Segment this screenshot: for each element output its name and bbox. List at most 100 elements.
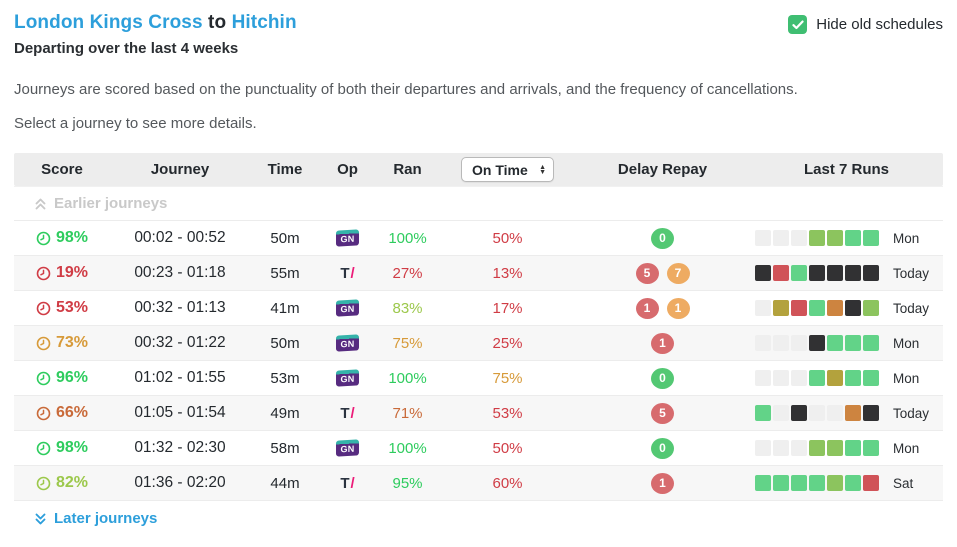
chevron-double-down-icon [34,512,47,526]
delay-repay-cell: 1 [575,472,750,494]
journey-row[interactable]: 82% 01:36 - 02:20 44m T/95% 60% 1 Sat [14,465,943,500]
run-square-empty [755,370,771,386]
score-cell: 53% [14,299,110,317]
delay-repay-cell: 0 [575,367,750,389]
run-square-green [845,370,861,386]
chevron-double-up-icon [34,197,47,211]
table-body: 98% 00:02 - 00:52 50m GN 100% 50% 0 Mon 19% 00:23… [14,220,943,500]
score-value: 73% [55,334,89,351]
thameslink-slash: / [350,264,355,282]
delay-repay-badge: 0 [651,227,674,249]
ran-percentage: 83% [392,299,423,317]
topbar: London Kings Cross to Hitchin Hide old s… [14,12,943,34]
score-cell: 66% [14,404,110,422]
earlier-journeys-toggle[interactable]: Earlier journeys [14,186,943,220]
ran-percentage: 75% [392,334,423,352]
run-history-squares [755,405,879,421]
journey-duration: 49m [270,404,300,422]
checkbox-checked-icon[interactable] [788,15,808,34]
column-header-ran: Ran [393,161,422,178]
last-7-runs-cell: Mon [750,370,943,386]
run-history-squares [755,440,879,456]
on-time-percentage: 50% [492,439,523,457]
score-cell: 98% [14,439,110,457]
day-label: Today [893,300,930,316]
page: London Kings Cross to Hitchin Hide old s… [14,12,943,536]
later-journeys-label: Later journeys [54,510,158,527]
journey-times: 01:05 - 01:54 [134,404,226,421]
journey-duration: 58m [270,439,300,457]
run-history-squares [755,370,879,386]
journey-row[interactable]: 19% 00:23 - 01:18 55m T/27% 13% 5 7 Today [14,255,943,290]
run-square-yellowgreen [827,230,843,246]
run-square-black [827,265,843,281]
journey-row[interactable]: 98% 00:02 - 00:52 50m GN 100% 50% 0 Mon [14,220,943,255]
last-7-runs-cell: Mon [750,230,943,246]
column-header-last-7-runs: Last 7 Runs [803,161,890,178]
run-square-green [863,370,879,386]
journey-row[interactable]: 73% 00:32 - 01:22 50m GN 75% 25% 1 Mon [14,325,943,360]
day-label: Today [893,265,930,281]
on-time-filter-value: On Time [472,161,528,178]
score-value: 98% [55,439,89,456]
last-7-runs-cell: Today [750,265,943,281]
run-square-empty [809,405,825,421]
column-header-op: Op [337,161,358,178]
column-header-delay-repay: Delay Repay [617,161,708,178]
run-history-squares [755,230,879,246]
run-square-orange [845,405,861,421]
great-northern-logo: GN [336,299,359,317]
day-label: Mon [893,335,920,351]
run-square-empty [755,300,771,316]
journey-row[interactable]: 96% 01:02 - 01:55 53m GN 100% 75% 0 Mon [14,360,943,395]
run-square-olive [773,300,789,316]
run-square-green [845,335,861,351]
hide-old-schedules-toggle[interactable]: Hide old schedules [788,15,943,34]
day-label: Sat [893,475,914,491]
run-square-empty [791,440,807,456]
run-square-green [845,230,861,246]
destination-station-link[interactable]: Hitchin [231,12,297,33]
clock-icon [36,266,51,280]
on-time-percentage: 13% [492,264,523,282]
run-square-empty [791,370,807,386]
run-square-green [773,475,789,491]
run-square-black [809,265,825,281]
clock-icon [36,441,51,455]
journey-row[interactable]: 53% 00:32 - 01:13 41m GN 83% 17% 1 1 Today [14,290,943,325]
thameslink-logo: T/ [340,404,355,422]
delay-repay-badge: 0 [651,367,674,389]
journey-duration: 53m [270,369,300,387]
score-value: 66% [55,404,89,421]
score-cell: 82% [14,474,110,492]
on-time-percentage: 50% [492,229,523,247]
run-square-yellowgreen [809,230,825,246]
journey-row[interactable]: 66% 01:05 - 01:54 49m T/71% 53% 5 Today [14,395,943,430]
operator-cell: T/ [320,475,375,492]
origin-station-link[interactable]: London Kings Cross [14,12,203,33]
run-square-empty [827,405,843,421]
on-time-percentage: 60% [492,474,523,492]
journey-times: 01:36 - 02:20 [134,474,226,491]
journey-row[interactable]: 98% 01:32 - 02:30 58m GN 100% 50% 0 Mon [14,430,943,465]
scoring-description: Journeys are scored based on the punctua… [14,81,798,98]
run-square-empty [755,440,771,456]
run-square-orange [827,300,843,316]
run-square-yellowgreen [827,475,843,491]
clock-icon [36,231,51,245]
run-square-green [809,475,825,491]
run-square-green [863,335,879,351]
later-journeys-toggle[interactable]: Later journeys [14,500,943,536]
on-time-filter-select[interactable]: On Time ▲ ▼ [461,157,554,182]
score-value: 82% [55,474,89,491]
ran-percentage: 95% [392,474,423,492]
operator-cell: T/ [320,405,375,422]
last-7-runs-cell: Mon [750,335,943,351]
operator-cell: T/ [320,265,375,282]
ran-percentage: 71% [392,404,423,422]
run-square-green [827,335,843,351]
run-square-green [809,370,825,386]
operator-cell: GN [320,369,375,387]
delay-repay-badge: 1 [635,297,659,319]
